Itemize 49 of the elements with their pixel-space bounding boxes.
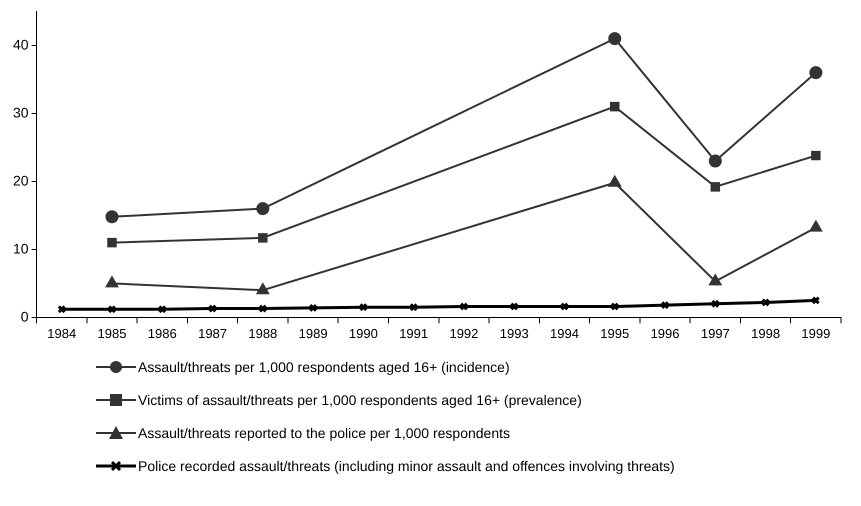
- point: [710, 299, 720, 308]
- point: [359, 302, 368, 312]
- legend-label: Police recorded assault/threats (including minor assault and offences involving threats): [138, 458, 675, 474]
- point: [107, 238, 117, 248]
- point: [560, 302, 569, 311]
- point: [258, 233, 268, 243]
- legend-label: Assault/threats per 1,000 respondents aged 16+ (incidence): [138, 358, 510, 374]
- point: [208, 304, 217, 313]
- x-tick-label: 1994: [550, 326, 579, 341]
- point: [256, 202, 270, 216]
- x-tick-label: 1986: [148, 326, 177, 341]
- point: [258, 304, 268, 313]
- x-tick-label: 1999: [801, 326, 830, 341]
- point: [710, 182, 720, 192]
- point: [708, 154, 722, 168]
- x-tick-label: 1989: [298, 326, 328, 341]
- x-tick-label: 1995: [600, 326, 630, 341]
- point: [510, 302, 519, 311]
- point: [108, 304, 116, 314]
- point: [105, 210, 118, 224]
- point: [308, 304, 318, 312]
- point: [811, 150, 821, 160]
- point: [460, 302, 468, 311]
- point: [610, 302, 620, 311]
- x-tick-label: 1998: [751, 326, 780, 341]
- x-tick-label: 1988: [248, 326, 278, 341]
- point: [610, 102, 620, 112]
- x-tick-label: 1993: [500, 326, 529, 341]
- point: [158, 304, 167, 314]
- point: [809, 66, 822, 80]
- x-tick-label: 1992: [449, 326, 478, 341]
- x-tick-label: 1997: [700, 326, 730, 341]
- x-tick-label: 1984: [47, 326, 76, 341]
- point: [660, 300, 670, 310]
- point: [608, 32, 622, 46]
- legend-label: Victims of assault/threats per 1,000 respondents aged 16+ (prevalence): [138, 392, 582, 408]
- x-tick-label: 1985: [98, 326, 126, 341]
- x-tick-label: 1990: [348, 326, 378, 341]
- y-tick-label: 30: [12, 104, 29, 120]
- x-tick-label: 1991: [399, 326, 428, 341]
- y-tick-label: 0: [20, 308, 29, 324]
- point: [409, 302, 418, 312]
- x-tick-label: 1996: [650, 326, 680, 341]
- y-tick-label: 40: [12, 36, 29, 52]
- legend-label: Assault/threats reported to the police per 1,000 respondents: [138, 424, 510, 440]
- y-tick-label: 10: [12, 240, 29, 256]
- y-tick-label: 20: [12, 172, 29, 188]
- point: [761, 298, 770, 307]
- x-tick-label: 1987: [198, 326, 227, 341]
